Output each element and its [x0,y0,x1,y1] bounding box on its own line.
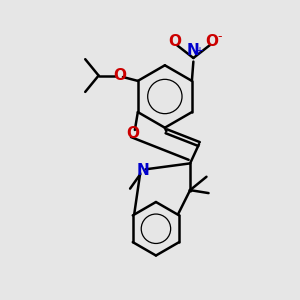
Text: O: O [206,34,219,49]
Text: -: - [217,30,221,44]
Text: O: O [113,68,126,83]
Text: N: N [136,163,149,178]
Text: +: + [195,46,203,56]
Text: N: N [187,43,200,58]
Text: O: O [168,34,181,49]
Text: O: O [126,126,139,141]
